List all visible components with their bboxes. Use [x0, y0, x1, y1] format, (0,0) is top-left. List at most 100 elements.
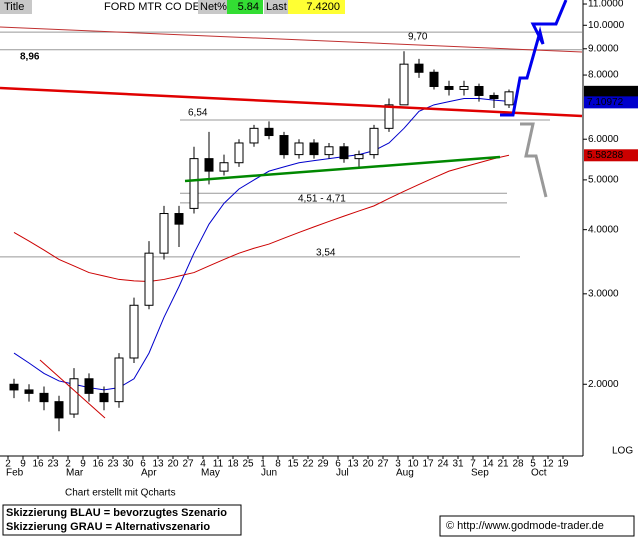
month-label: Apr — [141, 468, 157, 479]
level-label: 6,54 — [188, 108, 208, 119]
x-tick-label: 30 — [122, 459, 134, 470]
x-tick-label: 16 — [32, 459, 44, 470]
x-tick-label: 31 — [452, 459, 464, 470]
y-tick-label: 10.0000 — [588, 20, 625, 31]
candle-body — [384, 104, 394, 129]
level-label: 3,54 — [316, 248, 336, 259]
candle-body — [69, 378, 79, 415]
candle-body — [219, 162, 229, 172]
x-tick-label: 6 — [140, 459, 146, 470]
x-tick-label: 6 — [335, 459, 341, 470]
candle-body — [399, 63, 409, 106]
candle-body — [129, 304, 139, 359]
header-symbol: FORD MTR CO DEL — [104, 1, 206, 13]
x-tick-label: 29 — [317, 459, 329, 470]
x-tick-label: 4 — [200, 459, 206, 470]
header-last-label: Last — [266, 1, 287, 13]
x-tick-label: 3 — [395, 459, 401, 470]
level-label: 8,96 — [20, 52, 40, 63]
candle-body — [114, 357, 124, 403]
y-tick-label: 2.0000 — [588, 379, 619, 390]
x-tick-label: 7 — [470, 459, 476, 470]
legend-text: Skizzierung GRAU = Alternativszenario — [6, 521, 210, 533]
month-label: Jul — [336, 468, 349, 479]
candle-body — [309, 142, 319, 156]
x-tick-label: 10 — [407, 459, 419, 470]
candle-body — [354, 154, 364, 160]
scale-label: LOG — [612, 446, 633, 457]
candle-body — [414, 63, 424, 73]
candle-body — [189, 158, 199, 209]
candle-body — [174, 213, 184, 225]
candle-body — [294, 142, 304, 156]
trend-line — [39, 359, 106, 419]
x-tick-label: 27 — [182, 459, 194, 470]
y-tick-label: 6.0000 — [588, 134, 619, 145]
x-tick-label: 16 — [92, 459, 104, 470]
x-tick-label: 25 — [242, 459, 254, 470]
month-label: Aug — [396, 468, 414, 479]
trend-line — [184, 155, 501, 183]
x-tick-label: 14 — [482, 459, 494, 470]
candle-body — [9, 383, 19, 391]
source: © http://www.godmode-trader.de — [446, 520, 604, 532]
candle-body — [99, 392, 109, 403]
x-tick-label: 19 — [557, 459, 569, 470]
header-net: 5.84 — [238, 1, 259, 13]
x-tick-label: 28 — [512, 459, 524, 470]
header-cell — [227, 0, 263, 14]
candle-body — [24, 389, 34, 394]
header-net-label: Net% — [200, 1, 227, 13]
candle-body — [339, 146, 349, 160]
x-tick-label: 24 — [437, 459, 449, 470]
x-tick-label: 2 — [65, 459, 71, 470]
candle-body — [249, 127, 259, 144]
candle-body — [429, 71, 439, 87]
candle-body — [369, 127, 379, 156]
moving-average — [13, 154, 510, 283]
x-tick-label: 9 — [20, 459, 26, 470]
legend-box — [2, 504, 242, 536]
y-tick-label: 9.0000 — [588, 43, 619, 54]
month-label: Jun — [261, 468, 277, 479]
candle-body — [204, 158, 214, 172]
candle-body — [279, 135, 289, 156]
header-cell — [288, 0, 345, 14]
candle-body — [324, 146, 334, 156]
month-label: Sep — [471, 468, 489, 479]
credit: Chart erstellt mit Qcharts — [65, 488, 176, 499]
price-tag-label: 7.10972 — [587, 97, 624, 108]
header-last: 7.4200 — [306, 1, 340, 13]
x-tick-label: 1 — [260, 459, 266, 470]
x-tick-label: 13 — [347, 459, 359, 470]
y-tick-label: 5.0000 — [588, 175, 619, 186]
candle-body — [444, 85, 454, 90]
candle-body — [54, 401, 64, 419]
y-tick-label: 3.0000 — [588, 288, 619, 299]
candle-body — [234, 142, 244, 164]
month-label: May — [201, 468, 220, 479]
price-tag-label: 7.4200 — [587, 86, 618, 97]
y-tick-label: 8.0000 — [588, 70, 619, 81]
candle-body — [489, 94, 499, 100]
trend-line — [0, 26, 583, 53]
header-cell — [198, 0, 227, 14]
header-cell — [0, 0, 32, 14]
y-tick-label: 11.0000 — [588, 0, 624, 10]
x-tick-label: 17 — [422, 459, 434, 470]
header-cell — [264, 0, 288, 14]
x-tick-label: 21 — [497, 459, 509, 470]
level-label: 9,70 — [408, 32, 428, 43]
month-label: Mar — [66, 468, 84, 479]
x-tick-label: 23 — [47, 459, 59, 470]
candle-body — [159, 213, 169, 254]
x-tick-label: 27 — [377, 459, 389, 470]
x-tick-label: 20 — [362, 459, 374, 470]
candle-body — [264, 127, 274, 137]
month-label: Oct — [531, 468, 547, 479]
x-tick-label: 18 — [227, 459, 239, 470]
candle-body — [474, 85, 484, 96]
x-tick-label: 11 — [213, 459, 224, 470]
